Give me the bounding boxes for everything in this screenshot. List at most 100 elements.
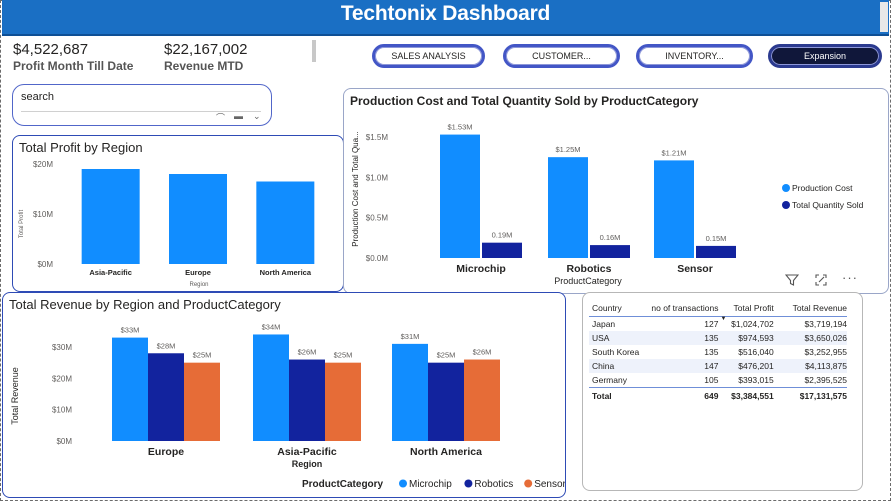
x-tick-label: North America [260, 268, 312, 277]
chart-title: Total Revenue by Region and ProductCateg… [9, 297, 281, 312]
table-cell: Japan [592, 319, 616, 329]
table-row[interactable]: China 147 $476,201 $4,113,875 [589, 359, 847, 373]
slider-handle-icon[interactable]: ▬ [234, 111, 243, 121]
column-header[interactable]: Country [589, 299, 651, 317]
x-tick-label: Asia-Pacific [89, 268, 132, 277]
filter-icon[interactable] [784, 273, 800, 290]
x-tick-label: Europe [185, 268, 211, 277]
table-total-row: Total 649 $3,384,551 $17,131,575 [589, 387, 847, 403]
x-axis-label: ProductCategory [554, 276, 622, 286]
kpi-profit-mtd: $4,522,687 Profit Month Till Date [13, 41, 133, 73]
table-cell: $4,113,875 [773, 359, 847, 373]
data-label: $1.53M [447, 123, 472, 132]
y-tick-label: $30M [52, 343, 72, 352]
bar-microchip [253, 334, 289, 441]
table-row[interactable]: Japan 127 $1,024,702 $3,719,194 [589, 317, 847, 332]
data-label: $25M [193, 351, 212, 360]
table-row[interactable]: South Korea 135 $516,040 $3,252,955 [589, 345, 847, 359]
column-header-sorted[interactable]: Total Profit ▼ [718, 299, 774, 322]
x-tick-label: North America [410, 446, 482, 458]
profit-by-region-chart: $0M $10M $20M Total Profit Asia-Pacific Europ… [19, 160, 315, 288]
table-cell: USA [589, 331, 651, 345]
data-label: $34M [262, 322, 281, 331]
search-input[interactable] [21, 111, 261, 112]
bar-production-cost [440, 134, 480, 258]
bar-robotics [148, 353, 184, 441]
chevron-up-icon[interactable]: ⌒ [216, 113, 226, 123]
table-cell: 127 [704, 319, 719, 329]
data-label: $1.21M [661, 148, 686, 157]
y-tick-label: $0.0M [366, 254, 389, 263]
legend-label: Total Quantity Sold [792, 200, 864, 210]
inventory-button[interactable]: INVENTORY... [636, 44, 753, 68]
table-cell: 135 [650, 331, 719, 345]
y-tick-label: $0.5M [366, 214, 389, 223]
legend-label: Microchip [409, 479, 452, 490]
legend-label: Production Cost [792, 183, 853, 193]
table-row[interactable]: USA 135 $974,593 $3,650,026 [589, 331, 847, 345]
table-cell: $3,384,551 [718, 387, 774, 403]
data-label: $31M [401, 332, 420, 341]
table-header: Country no of transactions Total Profit ▼… [589, 299, 847, 322]
revenue-by-region-chart: $0M $10M $20M $30M Total Revenue $33M $28M $25M… [10, 322, 565, 490]
data-label: $33M [121, 326, 140, 335]
bar-production-cost [654, 160, 694, 258]
more-options-icon[interactable]: ··· [842, 270, 858, 285]
bar-sensor [325, 362, 361, 441]
column-header[interactable]: no of transactions [650, 299, 719, 317]
table-cell: $516,040 [738, 347, 774, 357]
y-tick-label: $1.5M [366, 133, 389, 142]
scrollbar[interactable] [880, 2, 888, 32]
y-tick-label: $10M [33, 210, 53, 219]
bar-microchip [112, 337, 148, 441]
customer-button[interactable]: CUSTOMER... [503, 44, 620, 68]
table-cell: 135 [704, 347, 719, 357]
bar-robotics [428, 362, 464, 441]
revenue-by-region-card: Total Revenue by Region and ProductCateg… [2, 292, 566, 498]
table-cell: 649 [650, 387, 719, 403]
y-tick-label: $0M [56, 437, 72, 446]
data-label: $28M [157, 341, 176, 350]
x-tick-label: Robotics [567, 263, 612, 275]
y-tick-label: $10M [52, 406, 72, 415]
table-cell: 147 [650, 359, 719, 373]
search-label: search [21, 91, 55, 103]
legend-marker [464, 479, 473, 488]
column-header-label: Total Profit [733, 302, 774, 313]
bar-quantity-sold [590, 245, 630, 258]
chart-title: Production Cost and Total Quantity Sold … [350, 94, 699, 108]
data-label: $25M [334, 351, 353, 360]
table-cell: $2,395,525 [804, 375, 847, 385]
country-table: Country no of transactions Total Profit ▼… [589, 299, 847, 403]
table-cell: Total [589, 387, 651, 403]
data-label: 0.15M [706, 234, 727, 243]
legend-label: Robotics [474, 479, 513, 490]
expansion-button[interactable]: Expansion [768, 44, 882, 68]
y-tick-label: $20M [52, 374, 72, 383]
legend-title: ProductCategory [302, 479, 384, 490]
chevron-down-icon[interactable]: ⌄ [253, 111, 261, 121]
kpi-value: $4,522,687 [13, 41, 89, 58]
bar-quantity-sold [696, 245, 736, 258]
table-row[interactable]: Germany 105 $393,015 $2,395,525 [589, 373, 847, 388]
x-tick-label: Microchip [456, 263, 506, 275]
x-tick-label: Sensor [677, 263, 713, 275]
legend-marker [524, 479, 533, 488]
y-tick-label: $1.0M [366, 173, 389, 182]
column-header[interactable]: Total Revenue [773, 299, 847, 317]
legend-marker [782, 201, 790, 209]
bar-quantity-sold [482, 242, 522, 258]
legend-marker [399, 479, 407, 488]
profit-by-region-card: Total Profit by Region $0M $10M $20M Total … [12, 135, 344, 292]
sales-analysis-button[interactable]: SALES ANALYSIS [372, 44, 485, 68]
data-label: $26M [473, 348, 492, 357]
kpi-label: Revenue MTD [164, 59, 244, 73]
table-cell: $3,719,194 [804, 319, 847, 329]
divider [312, 40, 316, 62]
search-slicer[interactable]: search ⌒ ▬ ⌄ [12, 84, 272, 126]
data-label: $1.25M [555, 145, 580, 154]
table-cell: $974,593 [718, 331, 774, 345]
focus-mode-icon[interactable] [814, 273, 828, 290]
bar-robotics [289, 359, 325, 441]
production-cost-card: Production Cost and Total Quantity Sold … [343, 88, 889, 294]
